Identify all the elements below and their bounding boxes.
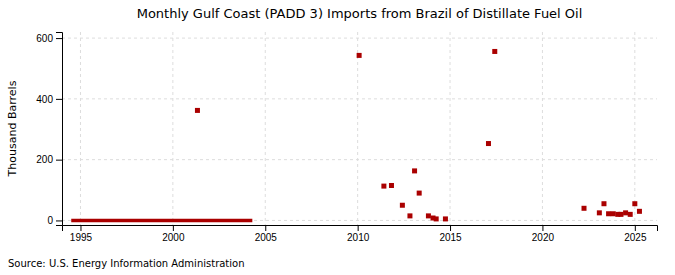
x-axis-tick-mark — [542, 225, 543, 231]
point — [492, 49, 497, 54]
annotation: Source: U.S. Energy Information Administ… — [8, 258, 245, 269]
plot-area: 1995 2000 2005 2010 2015 2020 2025 0 200 400 600 — [36, 32, 657, 243]
point — [582, 206, 587, 211]
y-grid-line — [62, 98, 657, 99]
x-axis-tick: 2020 — [532, 225, 555, 243]
x-axis-tick-mark — [265, 225, 266, 231]
grid — [62, 32, 657, 225]
point — [597, 210, 602, 215]
point — [400, 203, 405, 208]
point — [606, 211, 611, 216]
x-axis-tick: 2000 — [162, 225, 185, 243]
x-axis-tick-label: 2020 — [532, 232, 555, 243]
point — [426, 213, 431, 218]
y-axis-tick-label: 600 — [36, 33, 53, 44]
x-axis-tick: 2025 — [624, 225, 647, 243]
x-grid-line — [172, 32, 173, 225]
y-axis-title: Thousand Barrels — [6, 80, 19, 177]
x-grid-line — [634, 32, 635, 225]
y-axis-tick: 0 — [47, 215, 62, 226]
y-axis-tick: 400 — [36, 94, 62, 105]
chart-svg: 1995 2000 2005 2010 2015 2020 2025 0 200 400 600 Mo… — [0, 0, 675, 275]
x-axis-tick-mark — [635, 225, 636, 231]
zero-line — [71, 219, 252, 223]
x-grid-line — [450, 32, 451, 225]
x-axis-tick: 1995 — [70, 225, 93, 243]
x-axis-tick: 2010 — [347, 225, 370, 243]
x-axis-tick-mark — [80, 225, 81, 231]
y-axis-tick-mark — [56, 160, 62, 161]
point — [618, 212, 623, 217]
y-grid-line — [62, 220, 657, 221]
point — [412, 168, 417, 173]
y-axis-tick-mark — [56, 220, 62, 221]
x-axis-tick-label: 2000 — [162, 232, 185, 243]
x-axis-tick: 2005 — [255, 225, 278, 243]
x-axis-tick-mark — [358, 225, 359, 231]
x-axis-tick-label: 2015 — [439, 232, 462, 243]
y-axis-tick-label: 400 — [36, 94, 53, 105]
y-grid-line — [62, 159, 657, 160]
x-axis: 1995 2000 2005 2010 2015 2020 2025 — [63, 225, 658, 243]
x-grid-line — [265, 32, 266, 225]
point — [611, 211, 616, 216]
point — [381, 184, 386, 189]
point — [637, 209, 642, 214]
point — [195, 108, 200, 113]
x-grid-line — [357, 32, 358, 225]
x-axis-tick-mark — [450, 225, 451, 231]
y-axis-tick-label: 200 — [36, 154, 53, 165]
marks — [71, 49, 642, 221]
y-axis-line — [56, 33, 63, 226]
title: Monthly Gulf Coast (PADD 3) Imports from… — [137, 6, 583, 21]
y-axis: 0 200 400 600 — [36, 33, 62, 227]
y-axis-tick-mark — [56, 99, 62, 100]
point — [623, 210, 628, 215]
y-grid-line — [62, 38, 657, 39]
y-axis-tick: 600 — [36, 33, 62, 44]
x-axis-line — [63, 226, 658, 232]
x-axis-tick-label: 2025 — [624, 232, 647, 243]
point — [632, 201, 637, 206]
point — [434, 216, 439, 221]
chart-container: 1995 2000 2005 2010 2015 2020 2025 0 200 400 600 Mo… — [0, 0, 675, 275]
point — [389, 183, 394, 188]
point — [486, 141, 491, 146]
y-axis-tick-label: 0 — [47, 215, 53, 226]
x-axis-tick-label: 1995 — [70, 232, 93, 243]
y-axis-tick: 200 — [36, 154, 62, 165]
point — [357, 53, 362, 58]
x-axis-tick-label: 2010 — [347, 232, 370, 243]
y-axis-tick-mark — [56, 38, 62, 39]
point — [601, 201, 606, 206]
x-axis-tick: 2015 — [439, 225, 462, 243]
point — [417, 191, 422, 196]
x-axis-tick-mark — [173, 225, 174, 231]
x-axis-tick-label: 2005 — [255, 232, 278, 243]
point — [443, 216, 448, 221]
point — [407, 213, 412, 218]
x-grid-line — [542, 32, 543, 225]
point — [628, 212, 633, 217]
x-grid-line — [80, 32, 81, 225]
